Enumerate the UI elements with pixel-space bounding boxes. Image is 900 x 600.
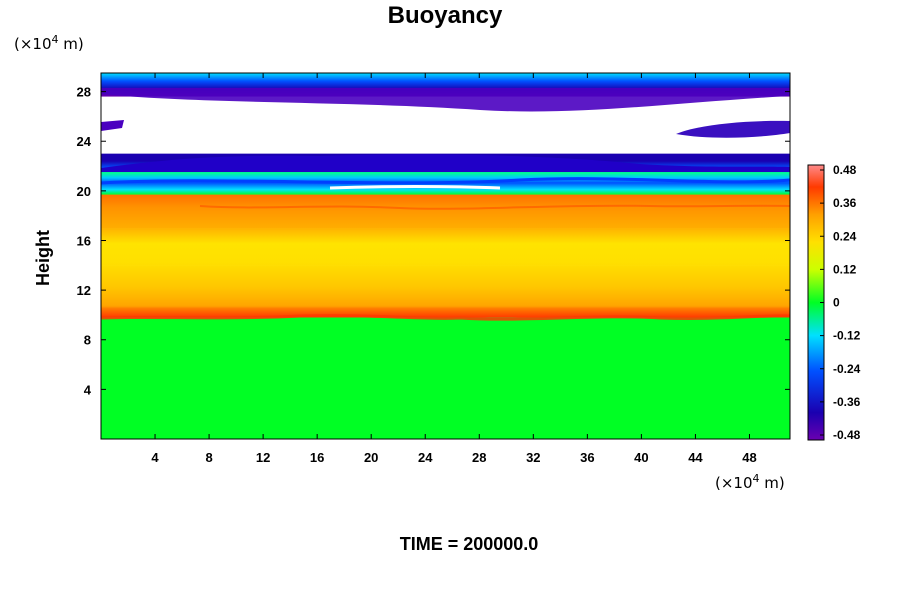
y-tick-label: 8 xyxy=(84,333,91,348)
time-label: TIME = 200000.0 xyxy=(400,534,539,554)
plot-frame xyxy=(100,72,791,440)
x-tick-label: 44 xyxy=(688,450,703,465)
x-axis-unit: (×104 m) xyxy=(715,472,785,492)
x-tick-label: 24 xyxy=(418,450,433,465)
colorbar-tick-label: -0.24 xyxy=(833,362,861,376)
strat-top-edge xyxy=(101,154,790,172)
x-tick-label: 8 xyxy=(205,450,212,465)
y-tick-label: 20 xyxy=(77,184,91,199)
x-tick-label: 48 xyxy=(742,450,756,465)
x-tick-label: 12 xyxy=(256,450,270,465)
y-tick-label: 4 xyxy=(84,382,92,397)
positive-band-overlay xyxy=(101,194,790,318)
colorbar-tick-label: 0.12 xyxy=(833,262,857,276)
red-speckle-line xyxy=(101,314,790,321)
y-axis-label: Height xyxy=(33,230,53,286)
colorbar-tick-label: -0.12 xyxy=(833,329,861,343)
y-axis-unit: (×104 m) xyxy=(14,33,84,53)
strat-gap xyxy=(329,185,501,190)
x-tick-label: 36 xyxy=(580,450,594,465)
right-blob xyxy=(676,120,790,138)
chart-title: Buoyancy xyxy=(388,2,503,29)
x-tick-label: 20 xyxy=(364,450,378,465)
colorbar-tick-label: -0.36 xyxy=(833,395,861,409)
y-tick-label: 16 xyxy=(77,233,91,248)
x-tick-label: 16 xyxy=(310,450,324,465)
colorbar-tick-label: 0.48 xyxy=(833,163,857,177)
strat-stripe xyxy=(101,177,790,185)
upper-red-line xyxy=(199,204,790,210)
y-tick-label: 24 xyxy=(77,134,92,149)
top-layer-edge xyxy=(101,88,790,112)
x-tick-label: 4 xyxy=(151,450,159,465)
x-tick-label: 32 xyxy=(526,450,540,465)
y-tick-label: 28 xyxy=(77,85,91,100)
colorbar-tick-label: 0 xyxy=(833,296,840,310)
colorbar-tick-label: 0.24 xyxy=(833,229,857,243)
field-band xyxy=(101,317,790,439)
x-tick-label: 28 xyxy=(472,450,486,465)
colorbar-ticks: 0.48 0.36 0.24 0.12 0 -0.12 -0.24 -0.36 -0.48 xyxy=(820,163,861,442)
colorbar-tick-label: -0.48 xyxy=(833,428,861,442)
x-axis-ticks: 4 8 12 16 20 24 28 32 36 40 44 48 xyxy=(151,73,757,465)
colorbar-tick-label: 0.36 xyxy=(833,196,857,210)
x-tick-label: 40 xyxy=(634,450,648,465)
y-axis-ticks: 4 8 12 16 20 24 28 xyxy=(77,85,790,397)
colorbar: 0.48 0.36 0.24 0.12 0 -0.12 -0.24 -0.36 -0.48 xyxy=(807,163,861,442)
y-tick-label: 12 xyxy=(77,283,91,298)
left-blob xyxy=(101,120,124,131)
buoyancy-field xyxy=(101,73,790,439)
